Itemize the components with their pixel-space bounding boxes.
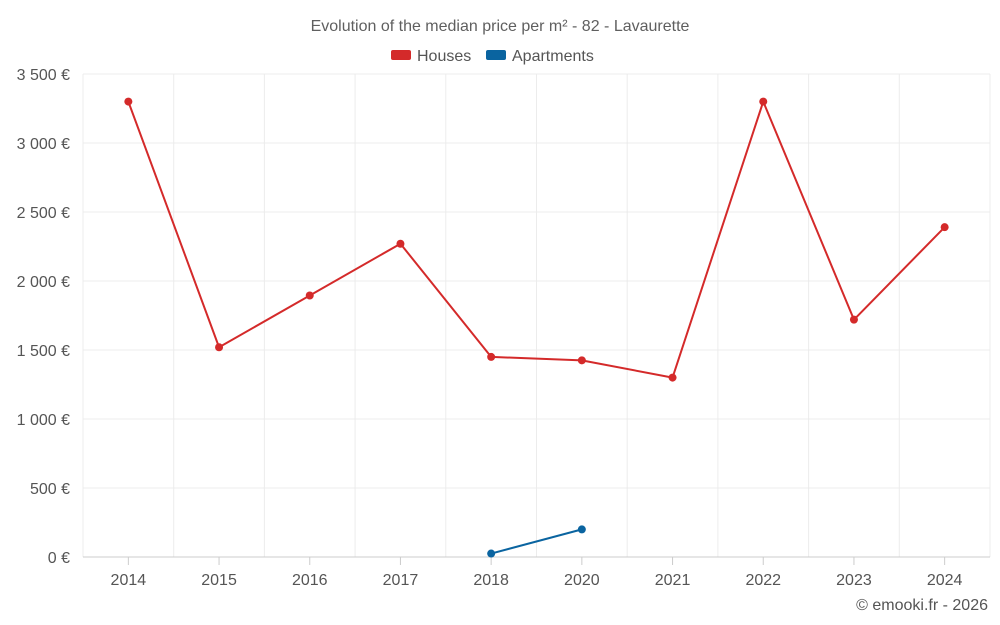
y-tick-label: 0 € [48,550,70,567]
series-line-apartments [490,528,583,555]
x-tick-label: 2020 [564,572,600,589]
data-point-apartments[interactable] [577,525,586,534]
y-tick-label: 3 000 € [17,136,70,153]
x-tick-label: 2018 [473,572,509,589]
x-tick-label: 2023 [836,572,872,589]
x-tick-label: 2014 [111,572,147,589]
data-point-houses[interactable] [487,352,496,361]
series-layer [124,97,949,558]
y-tick-label: 2 500 € [17,205,70,222]
y-tick-label: 1 500 € [17,343,70,360]
x-tick-label: 2022 [745,572,781,589]
data-point-houses[interactable] [396,239,405,248]
x-tick-label: 2024 [927,572,963,589]
series-line-houses [127,100,946,379]
y-tick-label: 3 500 € [17,67,70,84]
chart-title: Evolution of the median price per m² - 8… [311,18,690,35]
x-tick-label: 2021 [655,572,691,589]
data-point-houses[interactable] [215,343,224,352]
data-point-houses[interactable] [668,373,677,382]
x-tick-label: 2017 [383,572,419,589]
y-tick-label: 2 000 € [17,274,70,291]
x-tick-label: 2016 [292,572,328,589]
legend-label-houses[interactable]: Houses [417,48,471,65]
axes [83,556,990,565]
data-point-houses[interactable] [940,223,949,232]
y-axis-ticks: 0 € 500 € 1 000 € 1 500 € 2 000 € 2 500 € 3 00… [17,67,70,567]
x-axis-ticks: 2014 2015 2016 2017 2018 2020 2021 2022 2023 2024 [111,572,963,589]
data-point-apartments[interactable] [487,549,496,558]
x-tick-label: 2015 [201,572,237,589]
y-tick-label: 1 000 € [17,412,70,429]
y-tick-label: 500 € [30,481,70,498]
gridlines [82,73,991,557]
legend-swatch-apartments [486,50,506,60]
legend-swatch-houses [391,50,411,60]
data-point-houses[interactable] [759,97,768,106]
legend-label-apartments[interactable]: Apartments [512,48,594,65]
data-point-houses[interactable] [849,315,858,324]
legend: Houses Apartments [391,48,594,65]
data-point-houses[interactable] [577,356,586,365]
data-point-houses[interactable] [305,291,314,300]
credit-text: © emooki.fr - 2026 [856,597,988,614]
data-point-houses[interactable] [124,97,133,106]
